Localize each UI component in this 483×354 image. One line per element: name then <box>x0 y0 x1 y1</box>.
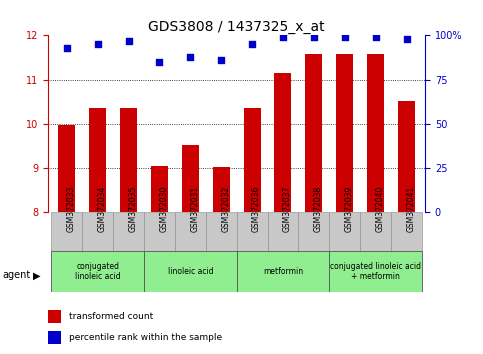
Text: conjugated
linoleic acid: conjugated linoleic acid <box>75 262 121 281</box>
Bar <box>48 309 61 323</box>
Point <box>279 34 287 40</box>
Bar <box>268 212 298 253</box>
Point <box>125 38 132 44</box>
Bar <box>206 212 237 253</box>
Bar <box>51 251 144 292</box>
Point <box>63 45 71 51</box>
Text: GSM372033: GSM372033 <box>67 185 76 232</box>
Point <box>341 34 349 40</box>
Text: ▶: ▶ <box>33 270 41 280</box>
Point <box>310 34 318 40</box>
Point <box>186 54 194 59</box>
Title: GDS3808 / 1437325_x_at: GDS3808 / 1437325_x_at <box>148 21 325 34</box>
Bar <box>243 108 261 212</box>
Bar <box>329 212 360 253</box>
Point <box>372 34 380 40</box>
Text: conjugated linoleic acid
+ metformin: conjugated linoleic acid + metformin <box>330 262 421 281</box>
Text: GSM372040: GSM372040 <box>376 185 384 232</box>
Point <box>156 59 163 65</box>
Text: GSM372035: GSM372035 <box>128 185 138 232</box>
Bar <box>391 212 422 253</box>
Bar <box>58 125 75 212</box>
Bar <box>298 212 329 253</box>
Text: GSM372030: GSM372030 <box>159 185 169 232</box>
Bar <box>48 331 61 344</box>
Bar <box>51 212 82 253</box>
Bar <box>175 212 206 253</box>
Bar <box>237 251 329 292</box>
Text: GSM372031: GSM372031 <box>190 186 199 232</box>
Text: GSM372032: GSM372032 <box>221 186 230 232</box>
Text: agent: agent <box>2 270 30 280</box>
Text: GSM372036: GSM372036 <box>252 185 261 232</box>
Bar <box>89 108 106 212</box>
Bar <box>120 108 137 212</box>
Bar <box>237 212 268 253</box>
Bar <box>113 212 144 253</box>
Bar <box>367 54 384 212</box>
Bar <box>274 73 291 212</box>
Bar <box>151 166 168 212</box>
Bar <box>360 212 391 253</box>
Text: transformed count: transformed count <box>69 312 153 321</box>
Bar <box>213 167 230 212</box>
Point <box>248 41 256 47</box>
Bar <box>144 251 237 292</box>
Text: GSM372041: GSM372041 <box>407 186 415 232</box>
Bar <box>82 212 113 253</box>
Point <box>217 57 225 63</box>
Text: GSM372039: GSM372039 <box>345 185 354 232</box>
Text: linoleic acid: linoleic acid <box>168 267 213 276</box>
Point <box>403 36 411 42</box>
Bar <box>336 54 353 212</box>
Text: GSM372038: GSM372038 <box>314 186 323 232</box>
Text: percentile rank within the sample: percentile rank within the sample <box>69 333 222 342</box>
Text: GSM372037: GSM372037 <box>283 185 292 232</box>
Bar <box>398 101 415 212</box>
Bar <box>329 251 422 292</box>
Bar <box>144 212 175 253</box>
Bar <box>305 54 322 212</box>
Bar <box>182 145 199 212</box>
Text: GSM372034: GSM372034 <box>98 185 107 232</box>
Point <box>94 41 101 47</box>
Text: metformin: metformin <box>263 267 303 276</box>
